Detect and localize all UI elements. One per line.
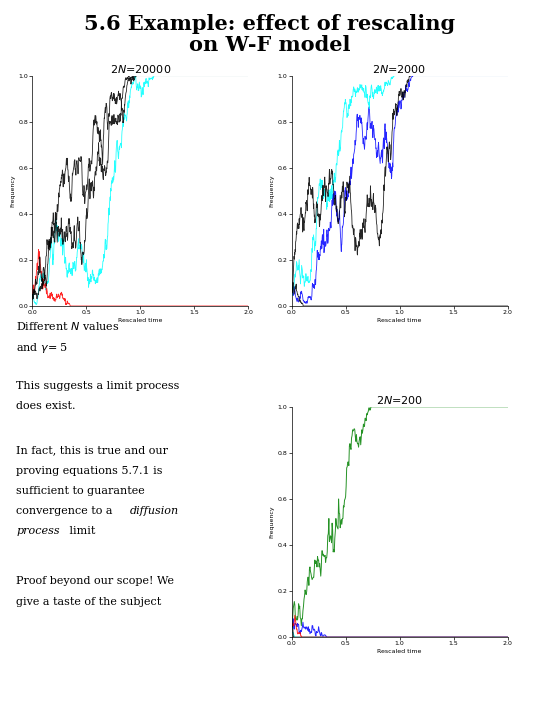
Y-axis label: Frequency: Frequency bbox=[270, 174, 275, 207]
Text: does exist.: does exist. bbox=[16, 401, 76, 411]
Text: on W-F model: on W-F model bbox=[189, 35, 351, 55]
X-axis label: Rescaled time: Rescaled time bbox=[377, 649, 422, 654]
Title: 2$\it{N}$=20000: 2$\it{N}$=20000 bbox=[110, 63, 171, 75]
Text: 5.6 Example: effect of rescaling: 5.6 Example: effect of rescaling bbox=[84, 14, 456, 35]
Title: 2$\it{N}$=2000: 2$\it{N}$=2000 bbox=[373, 63, 427, 75]
X-axis label: Rescaled time: Rescaled time bbox=[118, 318, 163, 323]
Text: This suggests a limit process: This suggests a limit process bbox=[16, 381, 180, 391]
Text: and $\mathit{\gamma}$= 5: and $\mathit{\gamma}$= 5 bbox=[16, 341, 69, 354]
Text: process: process bbox=[16, 526, 60, 536]
X-axis label: Rescaled time: Rescaled time bbox=[377, 318, 422, 323]
Text: sufficient to guarantee: sufficient to guarantee bbox=[16, 486, 145, 495]
Text: convergence to a: convergence to a bbox=[16, 506, 116, 516]
Text: Different $\mathit{N}$ values: Different $\mathit{N}$ values bbox=[16, 320, 120, 333]
Text: proving equations 5.7.1 is: proving equations 5.7.1 is bbox=[16, 466, 163, 475]
Title: 2$\it{N}$=200: 2$\it{N}$=200 bbox=[376, 394, 423, 406]
Text: diffusion: diffusion bbox=[130, 506, 179, 516]
Y-axis label: Frequency: Frequency bbox=[270, 505, 275, 539]
Y-axis label: Frequency: Frequency bbox=[11, 174, 16, 207]
Text: Proof beyond our scope! We: Proof beyond our scope! We bbox=[16, 577, 174, 586]
Text: In fact, this is true and our: In fact, this is true and our bbox=[16, 446, 168, 455]
Text: limit: limit bbox=[66, 526, 95, 536]
Text: give a taste of the subject: give a taste of the subject bbox=[16, 597, 161, 606]
